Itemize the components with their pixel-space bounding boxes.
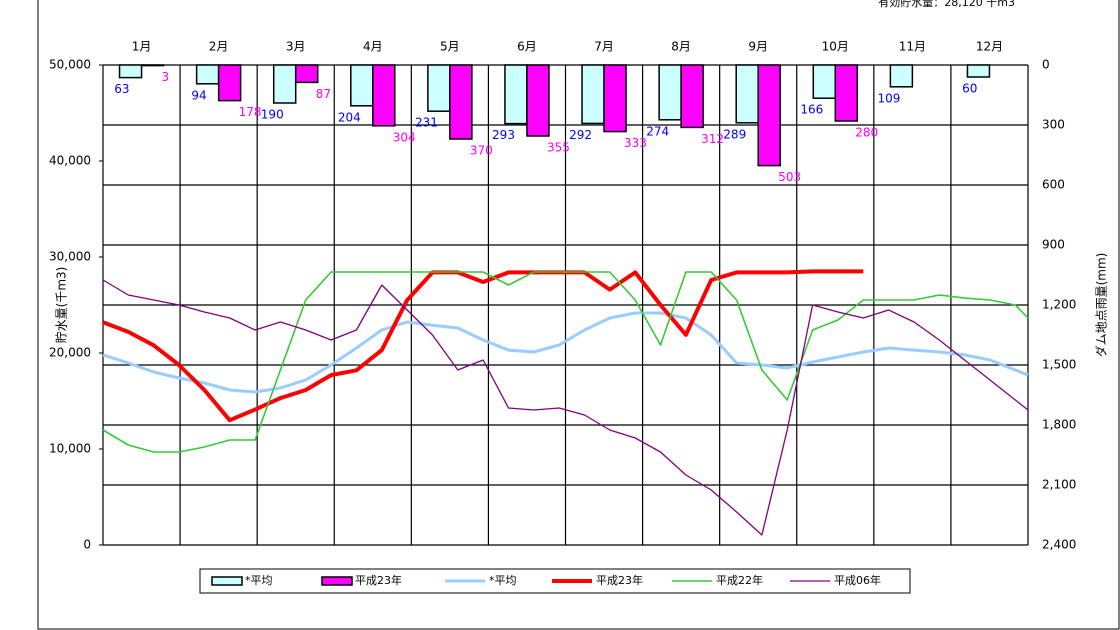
x-tick-label: 12月 (976, 40, 1003, 54)
x-tick-label: 5月 (440, 40, 460, 54)
storage-line (102, 279, 1029, 536)
rain-bar (812, 64, 837, 99)
y-tick-label: 40,000 (49, 154, 91, 168)
rain-bar (272, 64, 297, 104)
chart-frame (37, 0, 1120, 630)
bar-value-label: 370 (470, 144, 493, 158)
rain-bar (217, 64, 242, 102)
rain-bar (581, 64, 605, 125)
x-tick-label: 10月 (822, 40, 849, 54)
bar-value-label: 204 (338, 110, 361, 124)
bar-value-label: 231 (415, 116, 438, 130)
rain-bar (658, 64, 682, 121)
storage-line (102, 269, 864, 423)
bar-value-label: 304 (393, 130, 416, 144)
rain-bar (118, 64, 143, 79)
x-tick-label: 11月 (899, 40, 926, 54)
x-tick-label: 7月 (594, 40, 614, 54)
rain-bar (889, 64, 914, 88)
y2-tick-label: 900 (1042, 238, 1065, 252)
x-tick-label: 3月 (286, 40, 306, 54)
x-tick-label: 8月 (671, 40, 691, 54)
x-tick-label: 2月 (209, 40, 229, 54)
legend-label: 平成22年 (716, 573, 763, 587)
x-tick-label: 1月 (132, 40, 152, 54)
legend-label: 平成06年 (834, 573, 881, 587)
rain-bar (140, 64, 165, 67)
chart-title: 有効貯水量：28,120 千m3 (878, 0, 1015, 9)
legend-label: *平均 (489, 574, 517, 587)
y-tick-label: 30,000 (49, 250, 91, 264)
bar-value-label: 292 (569, 128, 592, 142)
bar-value-label: 274 (646, 124, 669, 138)
storage-line (102, 271, 1029, 453)
x-tick-label: 6月 (517, 40, 537, 54)
legend-swatch (211, 576, 243, 586)
bar-value-label: 3 (162, 70, 170, 84)
y2-tick-label: 2,100 (1042, 478, 1076, 492)
bar-value-label: 503 (778, 170, 801, 184)
legend-swatch (321, 576, 353, 586)
bar-value-label: 333 (624, 136, 647, 150)
storage-line (102, 311, 1029, 394)
rain-bar (834, 64, 859, 122)
rain-bar (757, 64, 781, 167)
bar-value-label: 94 (191, 88, 206, 102)
y2-axis-title: ダム地点雨量(mm) (1094, 253, 1109, 358)
rain-bar (526, 64, 550, 137)
y2-tick-label: 300 (1042, 118, 1065, 132)
bar-value-label: 178 (239, 105, 262, 119)
rain-bar (966, 64, 991, 78)
x-tick-label: 4月 (363, 40, 383, 54)
y2-tick-label: 1,800 (1042, 418, 1076, 432)
y2-tick-label: 1,500 (1042, 358, 1076, 372)
bar-value-label: 60 (962, 82, 977, 96)
y-tick-label: 0 (83, 538, 91, 552)
rain-bar (735, 64, 759, 124)
rain-bar (350, 64, 374, 107)
y2-tick-label: 2,400 (1042, 538, 1076, 552)
legend-label: 平成23年 (355, 573, 402, 587)
bar-value-label: 293 (492, 128, 515, 142)
bar-value-label: 355 (547, 141, 570, 155)
y2-tick-label: 600 (1042, 178, 1065, 192)
bar-value-label: 87 (316, 87, 331, 101)
legend-label: 平成23年 (596, 573, 643, 587)
bar-value-label: 166 (800, 103, 823, 117)
rain-bar (504, 64, 528, 125)
bar-value-label: 312 (701, 132, 724, 146)
rain-bar (427, 64, 451, 112)
rain-bar (294, 64, 319, 84)
rain-bar (680, 64, 704, 129)
legend-label: *平均 (245, 574, 273, 587)
rain-bar (372, 64, 396, 127)
x-tick-label: 9月 (748, 40, 768, 54)
rain-bar (449, 64, 473, 140)
rain-bar (603, 64, 627, 133)
rain-bar (195, 64, 220, 85)
bar-value-label: 63 (114, 82, 129, 96)
bar-value-label: 109 (877, 91, 900, 105)
bar-value-label: 280 (855, 126, 878, 140)
y2-tick-label: 1,200 (1042, 298, 1076, 312)
y-tick-label: 50,000 (49, 58, 91, 72)
y2-tick-label: 0 (1042, 58, 1050, 72)
y-axis-title: 貯水量(千m3) (55, 267, 69, 344)
bar-value-label: 190 (261, 108, 284, 122)
bar-value-label: 289 (723, 127, 746, 141)
y-tick-label: 10,000 (49, 442, 91, 456)
y-tick-label: 20,000 (49, 346, 91, 360)
